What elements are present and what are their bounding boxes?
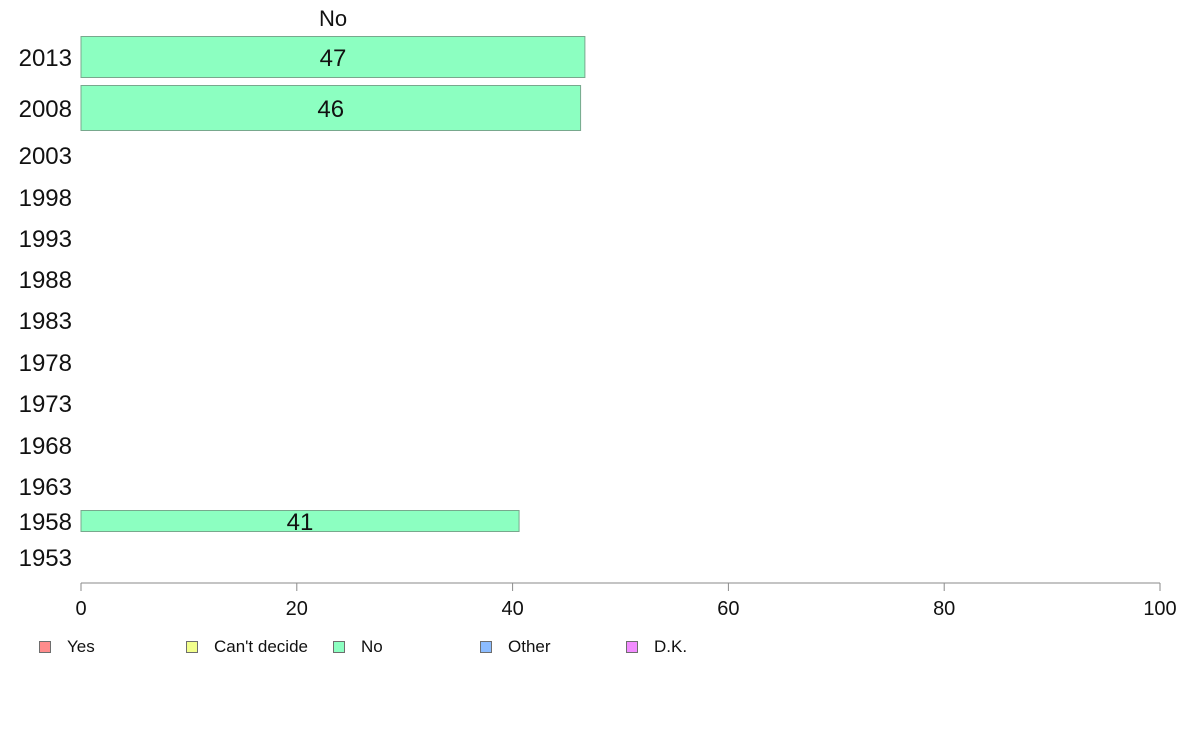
legend-label: No <box>361 637 383 656</box>
legend-label: D.K. <box>654 637 688 656</box>
legend-item-yes: Yes <box>39 636 95 658</box>
y-axis-label-2008: 2008 <box>19 96 72 123</box>
legend-item-d-k-: D.K. <box>626 636 687 658</box>
bar-1958 <box>80 510 520 532</box>
bar-2013 <box>80 36 586 78</box>
legend-swatch <box>333 641 345 653</box>
y-axis-labels: 2013 2008 2003 1998 1993 1988 1983 1978 1973 1968… <box>19 45 72 572</box>
x-tick-label-0: 0 <box>75 598 86 620</box>
chart-title: No <box>319 6 347 31</box>
y-axis-label-1968: 1968 <box>19 433 72 460</box>
x-tick-label-60: 60 <box>717 598 739 620</box>
y-axis-label-1998: 1998 <box>19 185 72 212</box>
y-axis-label-1963: 1963 <box>19 474 72 501</box>
y-axis-label-1978: 1978 <box>19 350 72 377</box>
bar-label-2013: 47 <box>320 45 347 72</box>
x-tick-label-100: 100 <box>1143 598 1176 620</box>
bars <box>80 36 586 532</box>
bar-label-1958: 41 <box>287 509 314 536</box>
legend-swatch <box>480 641 492 653</box>
legend-label: Other <box>508 637 551 656</box>
bar-2008 <box>80 85 582 131</box>
x-tick-label-80: 80 <box>933 598 955 620</box>
x-axis: 0 20 40 60 80 100 <box>75 582 1177 620</box>
legend-item-no: No <box>333 636 383 658</box>
legend-swatch <box>39 641 51 653</box>
legend-swatch <box>186 641 198 653</box>
bar-label-2008: 46 <box>317 96 344 123</box>
legend-item-can-t-decide: Can't decide <box>186 636 308 658</box>
y-axis-label-1983: 1983 <box>19 308 72 335</box>
legend: Yes Can't decide No Other D.K. <box>0 636 1188 660</box>
legend-label: Can't decide <box>214 637 308 656</box>
x-tick-label-40: 40 <box>501 598 523 620</box>
y-axis-label-1988: 1988 <box>19 267 72 294</box>
y-axis-label-1993: 1993 <box>19 226 72 253</box>
bar-labels: 47 46 41 <box>287 45 347 536</box>
y-axis-label-1958: 1958 <box>19 509 72 536</box>
y-axis-label-2013: 2013 <box>19 45 72 72</box>
y-axis-label-1973: 1973 <box>19 391 72 418</box>
y-axis-label-2003: 2003 <box>19 143 72 170</box>
x-tick-label-20: 20 <box>286 598 308 620</box>
legend-item-other: Other <box>480 636 551 658</box>
legend-swatch <box>626 641 638 653</box>
legend-label: Yes <box>67 637 95 656</box>
y-axis-label-1953: 1953 <box>19 545 72 572</box>
